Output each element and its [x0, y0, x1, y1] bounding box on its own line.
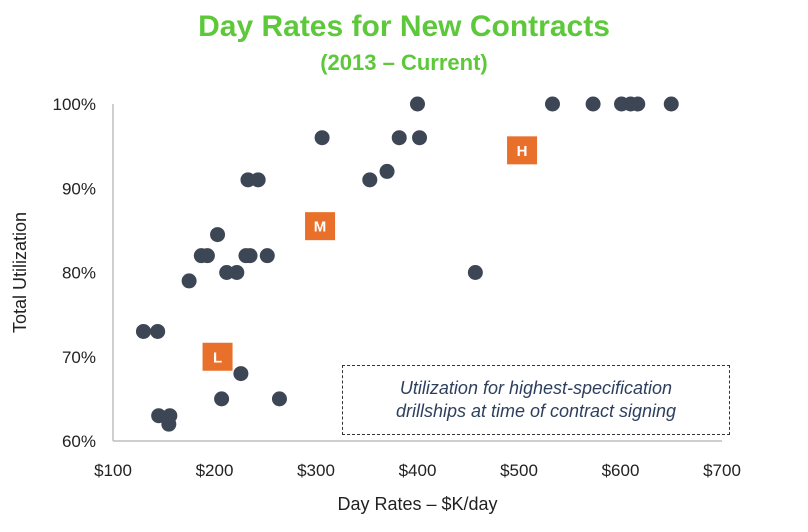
data-point [391, 130, 407, 146]
y-tick-label: 90% [62, 179, 96, 198]
y-tick-labels: 60% 70% 80% 90% 100% [53, 95, 96, 451]
y-tick-label: 80% [62, 264, 96, 283]
data-point [229, 265, 245, 280]
data-point [135, 323, 151, 339]
data-point [630, 96, 646, 112]
data-point [271, 391, 287, 407]
marker-label: L [213, 349, 222, 366]
data-point [210, 227, 226, 243]
marker-label: H [517, 143, 528, 160]
x-axis-label: Day Rates – $K/day [337, 494, 497, 514]
chart-subtitle: (2013 – Current) [320, 50, 488, 75]
data-point [314, 130, 330, 146]
data-point [151, 408, 167, 424]
data-point [379, 163, 395, 179]
marker-box [202, 342, 233, 371]
annotation-box: Utilization for highest-specification dr… [342, 365, 730, 435]
x-tick-label: $100 [94, 461, 132, 480]
data-point [150, 323, 166, 339]
data-point [410, 96, 425, 112]
data-point [544, 96, 560, 112]
data-point [467, 265, 483, 280]
data-point [585, 96, 601, 112]
x-tick-label: $400 [399, 461, 437, 480]
data-point [199, 248, 215, 264]
data-point [663, 96, 679, 112]
marker-box [305, 212, 336, 241]
marker-box [507, 136, 538, 165]
x-tick-label: $600 [602, 461, 640, 480]
data-points [135, 96, 679, 432]
data-point [161, 416, 177, 432]
x-tick-label: $700 [703, 461, 741, 480]
data-point [250, 172, 266, 188]
x-tick-label: $500 [500, 461, 538, 480]
chart-title: Day Rates for New Contracts [198, 10, 610, 43]
category-markers: L M H [202, 136, 538, 371]
annotation-line-2: drillships at time of contract signing [395, 401, 677, 421]
y-tick-label: 70% [62, 348, 96, 367]
y-tick-label: 100% [53, 95, 96, 114]
data-point [242, 248, 258, 264]
y-tick-label: 60% [62, 432, 96, 451]
data-point [412, 130, 428, 146]
x-tick-label: $200 [196, 461, 234, 480]
y-axis-label: Total Utilization [10, 212, 30, 333]
marker-label: M [314, 219, 327, 236]
data-point [214, 391, 230, 407]
data-point [259, 248, 275, 264]
x-tick-labels: $100 $200 $300 $400 $500 $600 $700 [94, 461, 741, 480]
annotation-line-1: Utilization for highest-specification [399, 378, 673, 398]
data-point [362, 172, 378, 188]
data-point [233, 366, 249, 382]
x-tick-label: $300 [297, 461, 335, 480]
data-point [181, 273, 197, 289]
